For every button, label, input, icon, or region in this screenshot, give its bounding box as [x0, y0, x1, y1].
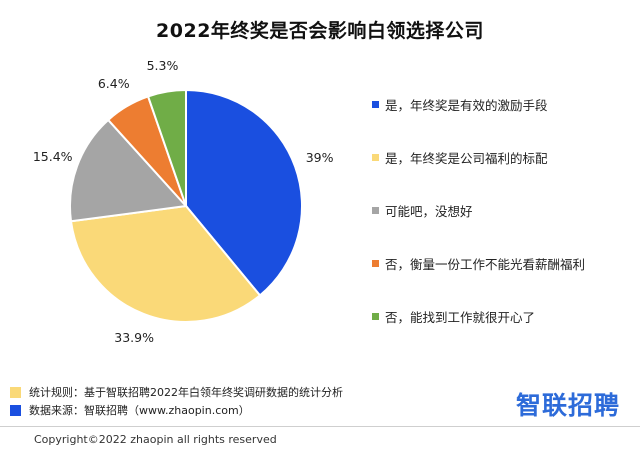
footnotes: 统计规则：基于智联招聘2022年白领年终奖调研数据的统计分析 数据来源：智联招聘…	[10, 383, 343, 419]
legend-item-0: 是，年终奖是有效的激励手段	[372, 96, 548, 113]
legend-swatch-4	[372, 312, 379, 320]
slice-4-value-label: 5.3%	[147, 58, 179, 73]
slice-0-value-label: 39%	[306, 150, 334, 165]
slice-1-value-label: 33.9%	[114, 330, 154, 345]
slice-4	[146, 88, 187, 207]
legend-label-3: 否，衡量一份工作不能光看薪酬福利	[385, 256, 586, 272]
footnote-source-swatch	[10, 404, 21, 416]
legend-swatch-0	[372, 100, 379, 108]
copyright-text: Copyright©2022 zhaopin all rights reserv…	[34, 433, 277, 446]
legend-label-0: 是，年终奖是有效的激励手段	[385, 97, 548, 113]
chart-title: 2022年终奖是否会影响白领选择公司	[156, 20, 484, 42]
legend-swatch-3	[372, 259, 379, 267]
legend-swatch-2	[372, 206, 379, 214]
footnote-source-text: 数据来源：智联招聘（www.zhaopin.com）	[29, 404, 250, 417]
slice-1	[69, 204, 262, 323]
legend-item-2: 可能吧，没想好	[372, 202, 473, 219]
footnote-rule-swatch	[10, 386, 21, 398]
legend-item-4: 否，能找到工作就很开心了	[372, 308, 536, 325]
footnote-rule-text: 统计规则：基于智联招聘2022年白领年终奖调研数据的统计分析	[29, 386, 343, 399]
footnote-rule: 统计规则：基于智联招聘2022年白领年终奖调研数据的统计分析	[10, 383, 343, 401]
legend-item-3: 否，衡量一份工作不能光看薪酬福利	[372, 255, 586, 272]
slice-3-value-label: 6.4%	[98, 76, 130, 91]
footer-divider	[0, 426, 640, 427]
legend-label-2: 可能吧，没想好	[385, 203, 473, 219]
legend-label-1: 是，年终奖是公司福利的标配	[385, 150, 548, 166]
slice-2-value-label: 15.4%	[33, 149, 73, 164]
legend-label-4: 否，能找到工作就很开心了	[385, 309, 536, 325]
legend-item-1: 是，年终奖是公司福利的标配	[372, 149, 548, 166]
pie-chart: 39% 33.9% 15.4% 6.4% 5.3%	[33, 58, 334, 345]
legend-swatch-1	[372, 153, 379, 161]
slice-0	[185, 88, 303, 297]
footnote-source: 数据来源：智联招聘（www.zhaopin.com）	[10, 401, 343, 419]
slice-2	[69, 118, 189, 223]
zhaopin-logo: 智联招聘	[516, 391, 621, 420]
